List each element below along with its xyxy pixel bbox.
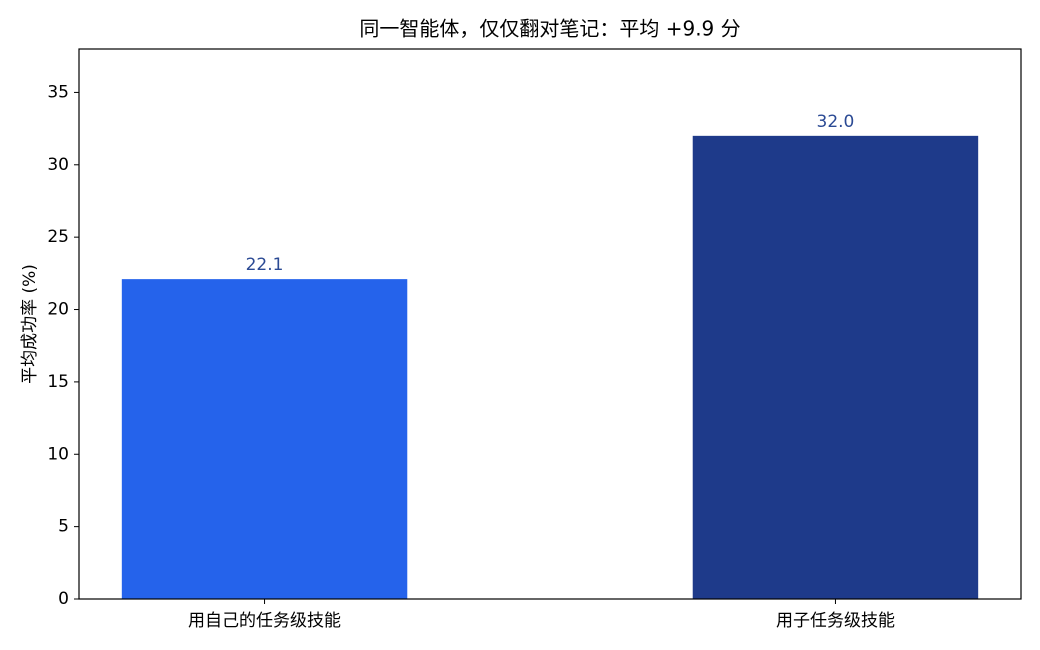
x-tick-label: 用自己的任务级技能 — [188, 611, 341, 631]
plot-frame — [78, 48, 1022, 600]
bar — [692, 135, 979, 599]
y-tick-label: 30 — [47, 155, 69, 175]
x-tick-label: 用子任务级技能 — [776, 611, 895, 631]
y-tick-label: 0 — [58, 589, 69, 609]
value-label: 32.0 — [817, 112, 855, 132]
y-tick-label: 25 — [47, 227, 69, 247]
y-tick-label: 5 — [58, 517, 69, 537]
y-axis-label: 平均成功率 (%) — [20, 264, 40, 384]
y-tick-label: 15 — [47, 372, 69, 392]
bar — [121, 279, 408, 599]
chart-title: 同一智能体，仅仅翻对笔记：平均 +9.9 分 — [359, 17, 740, 41]
y-tick-label: 35 — [47, 82, 69, 102]
value-label: 22.1 — [246, 255, 284, 275]
y-tick-label: 20 — [47, 300, 69, 320]
y-tick-label: 10 — [47, 444, 69, 464]
